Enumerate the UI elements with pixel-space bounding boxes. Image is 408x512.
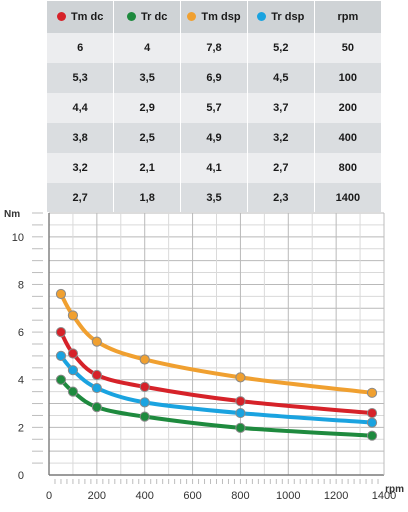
x-tick-label: 1200: [324, 490, 348, 502]
data-point: [139, 397, 150, 408]
data-point: [55, 288, 67, 300]
x-tick-label: 0: [46, 490, 52, 502]
x-tick-label: 400: [136, 490, 154, 502]
column-header-label: Tm dsp: [201, 11, 241, 23]
column-header-3: Tr dsp: [247, 1, 315, 33]
y-tick-label: 2: [18, 422, 24, 434]
column-header-label: rpm: [337, 11, 359, 23]
table-cell: 3,5: [180, 183, 248, 212]
column-header-label: Tm dc: [70, 11, 104, 23]
data-point: [139, 381, 150, 392]
table-cell: 2,7: [247, 153, 315, 183]
table-body: 6 4 7,8 5,2 50 5,3 3,5 6,9 4,5 100 4,4 2,9 5,7 3,7 200…: [47, 33, 381, 212]
y-tick-label: 8: [18, 279, 24, 291]
column-header-0: Tm dc: [47, 1, 115, 33]
table-cell: 3,2: [247, 123, 315, 153]
table-row: 5,3 3,5 6,9 4,5 100: [47, 63, 381, 93]
x-tick-label: 600: [183, 490, 201, 502]
data-point: [366, 407, 378, 419]
table-cell: 3,5: [113, 63, 182, 93]
y-tick-label: 0: [18, 470, 24, 482]
table-cell: 6: [47, 33, 115, 63]
table-cell: 4,1: [180, 153, 248, 183]
data-point: [235, 396, 246, 407]
table-cell: 100: [314, 63, 381, 93]
x-axis-label: rpm: [385, 484, 404, 495]
table-row: 3,8 2,5 4,9 3,2 400: [47, 123, 381, 153]
data-point: [91, 336, 102, 347]
column-header-2: Tm dsp: [180, 1, 248, 33]
legend-dot-icon: [257, 12, 267, 21]
data-point: [67, 310, 79, 321]
table-cell: 2,9: [113, 93, 182, 123]
table-cell: 4,5: [247, 63, 315, 93]
y-tick-label: 10: [12, 232, 24, 244]
column-header-1: Tr dc: [113, 1, 182, 33]
column-header-label: Tr dsp: [271, 11, 305, 23]
table-cell: 3,2: [47, 153, 115, 183]
table-cell: 400: [314, 123, 381, 153]
data-point: [67, 386, 79, 397]
data-point: [235, 372, 246, 383]
table-cell: 4,9: [180, 123, 248, 153]
column-header-4: rpm: [314, 1, 381, 33]
data-point: [139, 411, 150, 422]
table-cell: 4,4: [47, 93, 115, 123]
table-cell: 4: [113, 33, 182, 63]
table-cell: 3,7: [247, 93, 315, 123]
data-point: [139, 354, 150, 365]
table-cell: 50: [314, 33, 381, 63]
data-point: [67, 348, 79, 359]
table-cell: 2,3: [247, 183, 315, 212]
data-point: [55, 326, 67, 338]
table-row: 3,2 2,1 4,1 2,7 800: [47, 153, 381, 183]
torque-chart: 0 2 4 6 8 10 0 200 400 600 800 1000 1200 1400 Nm rpm: [4, 209, 404, 502]
table-cell: 6,9: [180, 63, 248, 93]
table-cell: 7,8: [180, 33, 248, 63]
values-table: Tm dc Tr dc Tm dsp Tr dsp rpm 6 4 7,8 5,2 50 5,3 3…: [47, 1, 381, 212]
legend-dot-icon: [127, 12, 137, 21]
data-point: [67, 365, 79, 376]
data-point: [91, 369, 102, 381]
x-tick-label: 800: [231, 490, 249, 502]
legend-dot-icon: [187, 12, 197, 21]
x-tick-label: 1000: [276, 490, 300, 502]
data-point: [366, 430, 378, 441]
table-cell: 2,5: [113, 123, 182, 153]
x-tick-label: 1400: [372, 490, 396, 502]
table-cell: 2,1: [113, 153, 182, 183]
table-cell: 5,3: [47, 63, 115, 93]
table-cell: 1,8: [113, 183, 182, 212]
data-point: [91, 402, 102, 413]
table-row: 4,4 2,9 5,7 3,7 200: [47, 93, 381, 123]
table-cell: 200: [314, 93, 381, 123]
table-header-row: Tm dc Tr dc Tm dsp Tr dsp rpm: [47, 1, 381, 33]
legend-dot-icon: [56, 12, 66, 21]
table-row: 2,7 1,8 3,5 2,3 1400: [47, 183, 381, 212]
table-cell: 800: [314, 153, 381, 183]
y-axis-label: Nm: [4, 209, 20, 220]
data-point: [55, 350, 67, 362]
x-tick-label: 200: [88, 490, 106, 502]
data-point: [366, 417, 378, 428]
data-point: [235, 422, 246, 433]
table-cell: 3,8: [47, 123, 115, 153]
table-cell: 5,2: [247, 33, 315, 63]
table-cell: 2,7: [47, 183, 115, 212]
table-row: 6 4 7,8 5,2 50: [47, 33, 381, 63]
table-cell: 5,7: [180, 93, 248, 123]
data-point: [91, 382, 102, 394]
column-header-label: Tr dc: [141, 11, 168, 23]
data-point: [366, 387, 378, 398]
y-tick-label: 4: [18, 375, 24, 387]
data-point: [235, 407, 246, 419]
data-point: [55, 374, 67, 385]
y-tick-label: 6: [18, 327, 24, 339]
table-cell: 1400: [314, 183, 381, 212]
